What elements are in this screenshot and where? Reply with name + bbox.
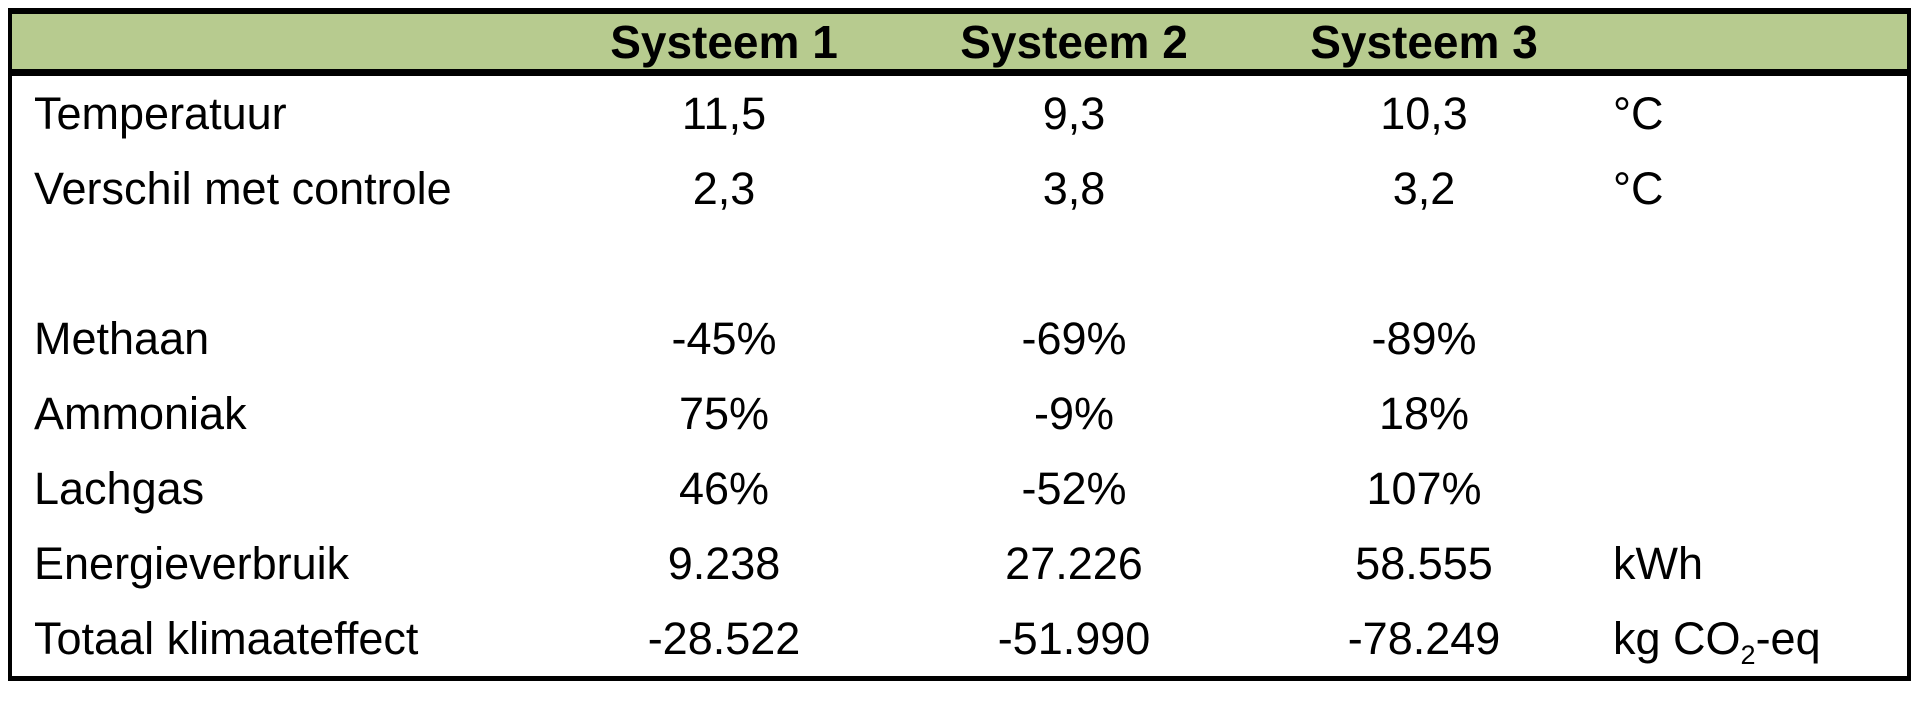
unit-text: °C bbox=[1613, 162, 1664, 214]
table-row: Verschil met controle 2,3 3,8 3,2 °C bbox=[12, 151, 1907, 226]
value-cell: 46% bbox=[678, 462, 770, 514]
row-label: Methaan bbox=[34, 312, 210, 364]
value-cell: 3,2 bbox=[1392, 162, 1456, 214]
value-cell: 9.238 bbox=[667, 537, 781, 589]
row-label: Verschil met controle bbox=[34, 162, 452, 214]
value-cell: 9,3 bbox=[1042, 87, 1106, 139]
unit-subscript: 2 bbox=[1740, 639, 1756, 670]
col-header-systeem-2: Systeem 2 bbox=[960, 15, 1188, 68]
value-cell: 2,3 bbox=[692, 162, 756, 214]
row-label: Energieverbruik bbox=[34, 537, 350, 589]
unit-text: -eq bbox=[1755, 612, 1821, 664]
results-table: Systeem 1 Systeem 2 Systeem 3 Temperatuu… bbox=[8, 8, 1911, 681]
value-cell: 27.226 bbox=[1005, 537, 1143, 589]
unit-text: kWh bbox=[1613, 537, 1703, 589]
table-row: Temperatuur 11,5 9,3 10,3 °C bbox=[12, 76, 1907, 151]
table-header-row: Systeem 1 Systeem 2 Systeem 3 bbox=[12, 14, 1907, 76]
unit-text: kg CO bbox=[1613, 612, 1741, 664]
unit-text: °C bbox=[1613, 87, 1664, 139]
value-cell: -51.990 bbox=[997, 612, 1151, 664]
value-cell: -52% bbox=[1021, 462, 1127, 514]
value-cell: 58.555 bbox=[1355, 537, 1493, 589]
table-row: Methaan -45% -69% -89% bbox=[12, 301, 1907, 376]
value-cell: -28.522 bbox=[647, 612, 801, 664]
value-cell: -78.249 bbox=[1347, 612, 1501, 664]
row-label: Lachgas bbox=[34, 462, 205, 514]
value-cell: 75% bbox=[678, 387, 770, 439]
table-row: Totaal klimaateffect -28.522 -51.990 -78.24… bbox=[12, 601, 1907, 676]
unit-cell: °C bbox=[1599, 88, 1907, 140]
value-cell: 3,8 bbox=[1042, 162, 1106, 214]
value-cell: -89% bbox=[1371, 312, 1477, 364]
table-body: Temperatuur 11,5 9,3 10,3 °C Verschil met con… bbox=[12, 76, 1907, 676]
row-label: Totaal klimaateffect bbox=[34, 612, 419, 664]
unit-cell: °C bbox=[1599, 163, 1907, 215]
table-row: Energieverbruik 9.238 27.226 58.555 kWh bbox=[12, 526, 1907, 601]
table-row-spacer bbox=[12, 226, 1907, 301]
value-cell: -9% bbox=[1033, 387, 1115, 439]
unit-cell: kg CO2-eq bbox=[1599, 612, 1907, 669]
value-cell: 11,5 bbox=[681, 87, 767, 139]
value-cell: 10,3 bbox=[1380, 87, 1468, 139]
col-header-systeem-1: Systeem 1 bbox=[610, 15, 838, 68]
value-cell: 18% bbox=[1378, 387, 1470, 439]
table-row: Lachgas 46% -52% 107% bbox=[12, 451, 1907, 526]
value-cell: 107% bbox=[1366, 462, 1482, 514]
table-row: Ammoniak 75% -9% 18% bbox=[12, 376, 1907, 451]
unit-cell: kWh bbox=[1599, 538, 1907, 590]
value-cell: -69% bbox=[1021, 312, 1127, 364]
value-cell: -45% bbox=[671, 312, 777, 364]
col-header-systeem-3: Systeem 3 bbox=[1310, 15, 1538, 68]
row-label: Temperatuur bbox=[34, 87, 287, 139]
row-label: Ammoniak bbox=[34, 387, 247, 439]
